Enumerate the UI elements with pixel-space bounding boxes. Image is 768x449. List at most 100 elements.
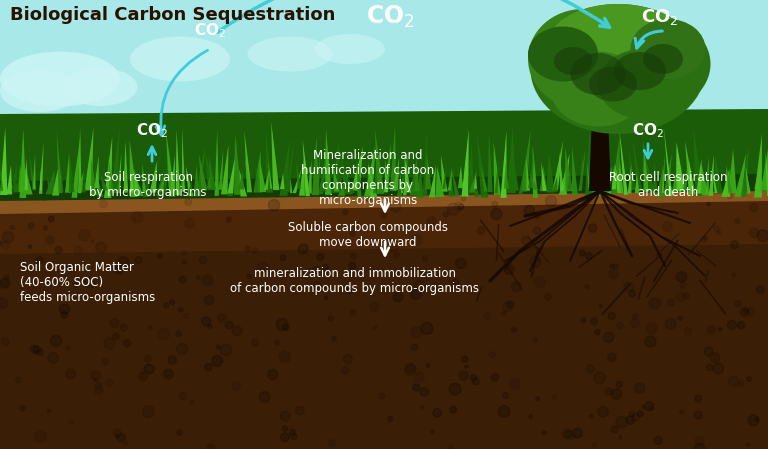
Text: Soil respiration
by micro-organisms: Soil respiration by micro-organisms	[89, 171, 207, 199]
Polygon shape	[349, 177, 355, 193]
Circle shape	[684, 328, 691, 335]
Polygon shape	[61, 169, 64, 192]
Circle shape	[185, 219, 194, 228]
Circle shape	[135, 257, 142, 264]
Polygon shape	[663, 153, 672, 196]
Circle shape	[144, 364, 154, 374]
Polygon shape	[712, 168, 717, 193]
Circle shape	[207, 445, 214, 449]
Polygon shape	[385, 158, 388, 192]
Circle shape	[346, 288, 352, 294]
Circle shape	[35, 257, 43, 264]
Polygon shape	[166, 132, 175, 197]
Circle shape	[114, 264, 124, 274]
Polygon shape	[12, 163, 17, 190]
Circle shape	[232, 382, 240, 390]
Circle shape	[713, 363, 723, 374]
Circle shape	[532, 238, 543, 249]
Polygon shape	[746, 166, 751, 194]
Circle shape	[118, 433, 125, 442]
Circle shape	[654, 436, 662, 445]
Circle shape	[343, 355, 353, 363]
Polygon shape	[415, 158, 419, 191]
Polygon shape	[539, 165, 548, 191]
Polygon shape	[552, 177, 558, 192]
Polygon shape	[372, 168, 377, 194]
Circle shape	[534, 277, 545, 288]
Circle shape	[190, 401, 194, 405]
Circle shape	[426, 364, 429, 367]
Circle shape	[94, 378, 97, 381]
Text: CO$_2$: CO$_2$	[366, 4, 414, 30]
Circle shape	[381, 212, 386, 218]
Circle shape	[421, 405, 424, 409]
Circle shape	[95, 382, 102, 389]
Circle shape	[312, 267, 319, 274]
Ellipse shape	[0, 52, 120, 106]
Circle shape	[450, 406, 456, 413]
Polygon shape	[286, 138, 294, 192]
Circle shape	[51, 335, 61, 347]
Circle shape	[412, 234, 422, 246]
Polygon shape	[18, 164, 25, 192]
Polygon shape	[239, 169, 244, 189]
Circle shape	[183, 260, 186, 264]
Circle shape	[69, 420, 73, 424]
Polygon shape	[615, 163, 621, 193]
Circle shape	[727, 194, 733, 199]
Circle shape	[343, 210, 348, 215]
Circle shape	[502, 392, 508, 399]
Polygon shape	[488, 131, 492, 192]
Polygon shape	[189, 175, 192, 194]
Circle shape	[106, 379, 113, 386]
Polygon shape	[356, 158, 362, 198]
Circle shape	[164, 369, 173, 379]
Circle shape	[110, 318, 119, 327]
Polygon shape	[303, 139, 310, 196]
Circle shape	[748, 415, 759, 426]
Circle shape	[216, 345, 220, 349]
Polygon shape	[671, 172, 677, 193]
Polygon shape	[494, 142, 501, 195]
Circle shape	[74, 282, 79, 287]
Circle shape	[46, 236, 54, 244]
Ellipse shape	[589, 66, 637, 101]
Polygon shape	[657, 167, 664, 197]
Polygon shape	[404, 154, 411, 193]
Circle shape	[573, 428, 582, 438]
Circle shape	[449, 445, 453, 449]
Circle shape	[252, 339, 258, 346]
Circle shape	[158, 328, 170, 339]
Polygon shape	[170, 155, 175, 194]
Polygon shape	[264, 169, 270, 190]
Circle shape	[5, 275, 9, 279]
Circle shape	[2, 338, 9, 345]
Circle shape	[607, 353, 616, 361]
Polygon shape	[409, 163, 419, 195]
Circle shape	[462, 356, 468, 362]
Polygon shape	[403, 154, 408, 195]
Polygon shape	[431, 164, 436, 192]
Polygon shape	[559, 152, 564, 191]
Circle shape	[614, 264, 618, 269]
Circle shape	[91, 239, 94, 242]
Circle shape	[608, 312, 615, 319]
Polygon shape	[734, 153, 746, 197]
Polygon shape	[358, 163, 360, 190]
Circle shape	[389, 242, 399, 251]
Circle shape	[143, 405, 154, 418]
Polygon shape	[22, 156, 33, 194]
Circle shape	[388, 416, 393, 421]
Circle shape	[349, 309, 356, 315]
Polygon shape	[364, 146, 376, 197]
Ellipse shape	[531, 4, 706, 134]
Circle shape	[390, 201, 401, 212]
Polygon shape	[208, 154, 216, 190]
Ellipse shape	[62, 68, 137, 106]
Circle shape	[323, 264, 328, 270]
Polygon shape	[341, 157, 353, 194]
Circle shape	[0, 192, 5, 200]
Circle shape	[665, 318, 676, 329]
Circle shape	[533, 338, 537, 342]
Polygon shape	[470, 166, 479, 197]
